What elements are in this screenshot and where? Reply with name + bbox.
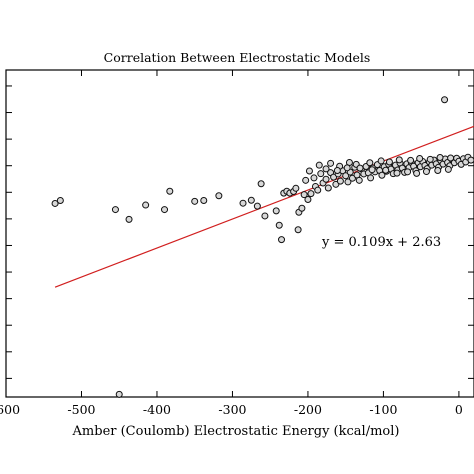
data-point-26: [300, 191, 308, 199]
data-point-11: [247, 196, 255, 204]
data-point-36: [324, 184, 332, 192]
data-point-119: [368, 166, 376, 174]
data-point-35: [322, 175, 330, 183]
data-point-23: [294, 226, 302, 234]
x-tick-label-3: -300: [218, 402, 246, 417]
data-point-116: [333, 166, 341, 174]
data-point-4: [142, 201, 150, 209]
data-point-101: [327, 159, 335, 167]
data-point-29: [307, 190, 315, 198]
data-point-49: [355, 176, 363, 184]
data-point-98: [467, 156, 474, 164]
data-point-33: [317, 170, 325, 178]
data-point-109: [407, 156, 415, 164]
data-point-43: [342, 172, 350, 180]
data-point-25: [298, 204, 306, 212]
data-point-125: [434, 166, 442, 174]
data-point-99: [441, 96, 449, 104]
data-point-107: [385, 158, 393, 166]
y-axis-ticks: [6, 85, 474, 379]
data-point-118: [356, 164, 364, 172]
data-point-22: [292, 184, 300, 192]
x-tick-label-0: -600: [0, 402, 20, 417]
data-point-44: [344, 178, 352, 186]
data-point-111: [426, 155, 434, 163]
plot-frame: [5, 69, 474, 398]
data-point-6: [166, 187, 174, 195]
data-point-2: [111, 206, 119, 214]
data-point-5: [161, 206, 169, 214]
regression-line: [54, 125, 474, 288]
x-tick-label-2: -400: [143, 402, 171, 417]
chart-title: Correlation Between Electrostatic Models: [104, 50, 371, 65]
data-point-110: [416, 155, 424, 163]
data-point-13: [257, 180, 265, 188]
data-point-121: [393, 169, 401, 177]
data-point-120: [382, 166, 390, 174]
data-point-122: [404, 168, 412, 176]
data-point-14: [261, 212, 269, 220]
data-point-32: [314, 186, 322, 194]
data-point-9: [215, 192, 223, 200]
data-point-27: [302, 176, 310, 184]
data-point-0: [51, 199, 59, 207]
data-point-108: [395, 156, 403, 164]
data-point-100: [315, 161, 323, 169]
data-point-115: [322, 165, 330, 173]
data-point-12: [253, 202, 261, 210]
data-point-17: [278, 236, 286, 244]
data-points: [51, 96, 474, 398]
x-tick-label-6: 0: [455, 402, 463, 417]
data-point-124: [422, 168, 430, 176]
data-point-7: [191, 197, 199, 205]
regression-equation: y = 0.109x + 2.63: [321, 235, 441, 250]
data-point-28: [304, 195, 312, 203]
data-point-30: [310, 174, 318, 182]
data-point-114: [305, 167, 313, 175]
data-point-106: [377, 157, 385, 165]
data-point-113: [447, 154, 455, 162]
data-point-10: [239, 199, 247, 207]
data-point-117: [343, 164, 351, 172]
data-point-15: [272, 207, 280, 215]
data-point-1: [56, 197, 64, 205]
data-point-41: [336, 177, 344, 185]
data-point-105: [366, 159, 374, 167]
data-point-123: [413, 169, 421, 177]
data-point-59: [378, 171, 386, 179]
data-point-127: [115, 390, 123, 398]
data-point-3: [125, 215, 133, 223]
x-tick-label-5: -100: [369, 402, 397, 417]
x-axis-ticks: [5, 70, 460, 397]
x-axis-label: Amber (Coulomb) Electrostatic Energy (kc…: [72, 424, 400, 439]
data-point-54: [367, 174, 375, 182]
x-tick-label-4: -200: [294, 402, 322, 417]
data-point-126: [444, 165, 452, 173]
data-point-16: [275, 221, 283, 229]
x-tick-label-1: -500: [67, 402, 95, 417]
data-point-112: [436, 153, 444, 161]
data-point-8: [200, 197, 208, 205]
x-axis-tick-labels: -600 -500 -400 -300 -200 -100 0: [0, 402, 463, 417]
